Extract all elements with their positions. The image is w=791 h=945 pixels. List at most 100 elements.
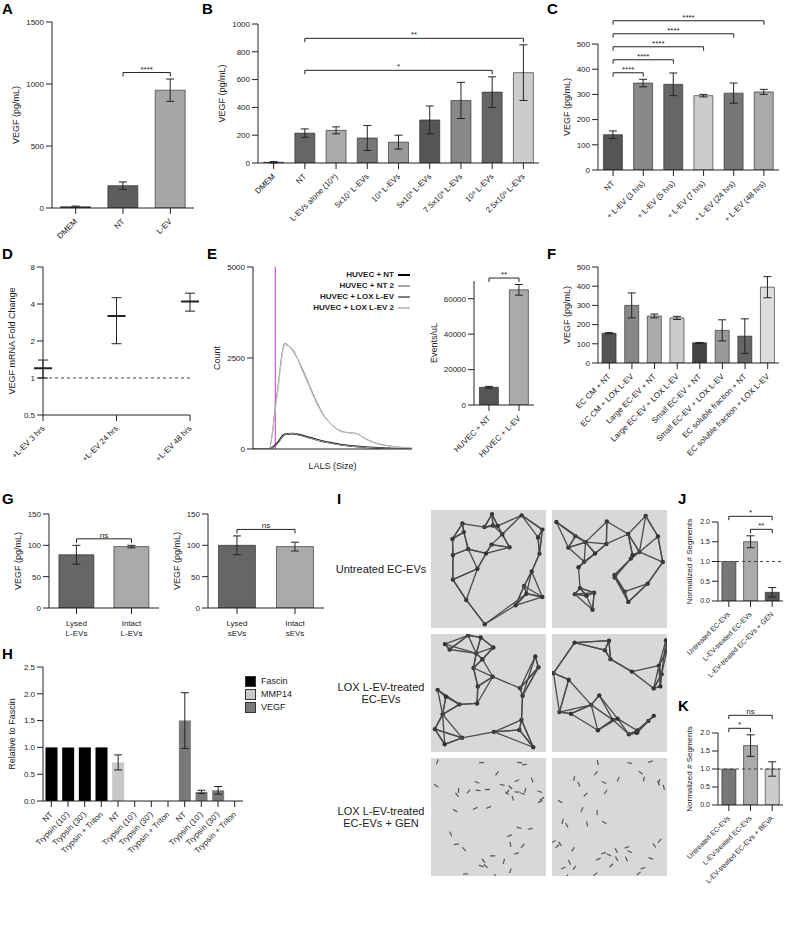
svg-text:0: 0 <box>37 604 42 613</box>
svg-text:300: 300 <box>577 301 591 310</box>
svg-text:0.5: 0.5 <box>24 770 36 779</box>
svg-text:DMEM: DMEM <box>55 217 79 240</box>
svg-text:0.0: 0.0 <box>700 597 710 604</box>
svg-text:0: 0 <box>196 604 201 613</box>
svg-text:2.0: 2.0 <box>700 729 710 736</box>
svg-text:0.5: 0.5 <box>700 783 710 790</box>
svg-text:0.0: 0.0 <box>700 801 710 808</box>
svg-text:500: 500 <box>31 142 45 151</box>
svg-text:400: 400 <box>237 103 251 112</box>
svg-text:L-EV-treated EC-EVs + BEVA: L-EV-treated EC-EVs + BEVA <box>704 814 774 884</box>
svg-text:1.0: 1.0 <box>700 558 710 565</box>
svg-text:Count: Count <box>212 346 222 371</box>
svg-text:400: 400 <box>577 65 591 74</box>
svg-text:*: * <box>749 508 752 517</box>
svg-text:L-EV: L-EV <box>155 217 174 236</box>
svg-text:2.0: 2.0 <box>24 690 36 699</box>
svg-text:0.0: 0.0 <box>24 797 36 806</box>
svg-text:0: 0 <box>40 204 45 213</box>
svg-text:VEGF (pg/mL): VEGF (pg/mL) <box>172 532 182 590</box>
svg-text:2500: 2500 <box>227 354 245 363</box>
svg-text:VEGF mRNA Fold Change: VEGF mRNA Fold Change <box>7 287 17 394</box>
svg-text:+L-EV 3 hrs: +L-EV 3 hrs <box>10 424 46 460</box>
svg-text:Trypsin + Triton: Trypsin + Triton <box>126 810 171 855</box>
svg-text:0.5: 0.5 <box>700 578 710 585</box>
svg-text:1500: 1500 <box>26 18 44 27</box>
svg-text:200: 200 <box>577 320 591 329</box>
svg-text:2.5x10⁹ L-EVs: 2.5x10⁹ L-EVs <box>484 172 527 215</box>
svg-text:Trypsin + Triton: Trypsin + Triton <box>193 810 238 855</box>
svg-text:**: ** <box>501 270 507 279</box>
svg-text:20000: 20000 <box>444 365 467 374</box>
svg-text:40000: 40000 <box>444 330 467 339</box>
svg-text:LysedL-EVs: LysedL-EVs <box>66 619 88 638</box>
svg-text:0: 0 <box>246 159 251 168</box>
svg-text:800: 800 <box>237 48 251 57</box>
svg-text:2.0: 2.0 <box>700 518 710 525</box>
svg-text:ns: ns <box>746 707 754 716</box>
svg-text:10⁸ L-EVs: 10⁸ L-EVs <box>370 172 402 204</box>
svg-text:0: 0 <box>241 445 246 454</box>
svg-text:300: 300 <box>577 90 591 99</box>
svg-text:LysedsEVs: LysedsEVs <box>226 619 247 638</box>
svg-text:VEGF (pg/mL): VEGF (pg/mL) <box>11 86 21 144</box>
svg-text:L-EVs alone (10⁹): L-EVs alone (10⁹) <box>288 172 339 223</box>
svg-text:+L-EV 24 hrs: +L-EV 24 hrs <box>80 424 120 464</box>
svg-text:NT: NT <box>294 172 308 186</box>
svg-text:ns: ns <box>100 531 108 540</box>
svg-text:1000: 1000 <box>26 80 44 89</box>
svg-text:150: 150 <box>28 510 42 519</box>
svg-text:**: ** <box>411 30 417 39</box>
svg-text:2.5: 2.5 <box>24 663 36 672</box>
svg-text:NT: NT <box>112 217 126 231</box>
svg-text:150: 150 <box>187 510 201 519</box>
svg-text:1.5: 1.5 <box>700 538 710 545</box>
svg-text:200: 200 <box>577 115 591 124</box>
svg-text:500: 500 <box>577 40 591 49</box>
svg-text:Relative to Fascin: Relative to Fascin <box>7 698 17 770</box>
svg-text:LALS (Size): LALS (Size) <box>308 461 356 471</box>
svg-text:EC soluble fraction + LOX L-EV: EC soluble fraction + LOX L-EV <box>685 372 771 458</box>
svg-text:IntactL-EVs: IntactL-EVs <box>121 619 143 638</box>
svg-text:100: 100 <box>187 541 201 550</box>
svg-text:HUVEC + L-EV: HUVEC + L-EV <box>477 414 523 460</box>
svg-text:+ L-EV (48 hrs): + L-EV (48 hrs) <box>722 179 767 224</box>
svg-text:50: 50 <box>32 573 41 582</box>
svg-text:8: 8 <box>31 263 36 272</box>
svg-text:VEGF (pg/mL): VEGF (pg/mL) <box>562 78 572 136</box>
svg-text:0: 0 <box>462 401 467 410</box>
svg-text:VEGF (pg/mL): VEGF (pg/mL) <box>217 64 227 122</box>
svg-text:600: 600 <box>237 75 251 84</box>
svg-text:1.0: 1.0 <box>700 765 710 772</box>
svg-text:ns: ns <box>262 521 270 530</box>
svg-text:*: * <box>397 62 400 71</box>
svg-text:****: **** <box>652 39 664 48</box>
svg-text:Trypsin + Triton: Trypsin + Triton <box>59 810 104 855</box>
svg-text:+L-EV 48 hrs: +L-EV 48 hrs <box>154 424 194 464</box>
svg-text:Normalized # Segments: Normalized # Segments <box>685 519 694 604</box>
svg-text:****: **** <box>140 65 152 74</box>
svg-text:****: **** <box>637 52 649 61</box>
svg-text:1.5: 1.5 <box>700 747 710 754</box>
svg-text:5x10⁷ L-EVs: 5x10⁷ L-EVs <box>333 172 371 210</box>
svg-text:VEGF (pg/mL): VEGF (pg/mL) <box>562 286 572 344</box>
svg-text:****: **** <box>622 65 634 74</box>
svg-text:*: * <box>738 720 741 729</box>
svg-text:100: 100 <box>577 141 591 150</box>
svg-text:100: 100 <box>577 340 591 349</box>
svg-text:DMEM: DMEM <box>253 172 277 196</box>
svg-text:IntactsEVs: IntactsEVs <box>285 619 305 638</box>
svg-text:500: 500 <box>577 263 591 272</box>
svg-text:Events/uL: Events/uL <box>429 323 439 363</box>
svg-text:****: **** <box>667 26 679 35</box>
svg-text:100: 100 <box>28 541 42 550</box>
svg-text:50: 50 <box>191 573 200 582</box>
svg-text:****: **** <box>682 13 694 22</box>
svg-text:NT: NT <box>603 179 617 193</box>
svg-text:10⁹ L-EVs: 10⁹ L-EVs <box>463 172 495 204</box>
svg-text:1000: 1000 <box>232 20 250 29</box>
svg-text:7.5x10⁸ L-EVs: 7.5x10⁸ L-EVs <box>422 172 465 215</box>
svg-text:2: 2 <box>31 337 36 346</box>
svg-text:0.5: 0.5 <box>24 411 36 420</box>
svg-text:0: 0 <box>586 359 591 368</box>
